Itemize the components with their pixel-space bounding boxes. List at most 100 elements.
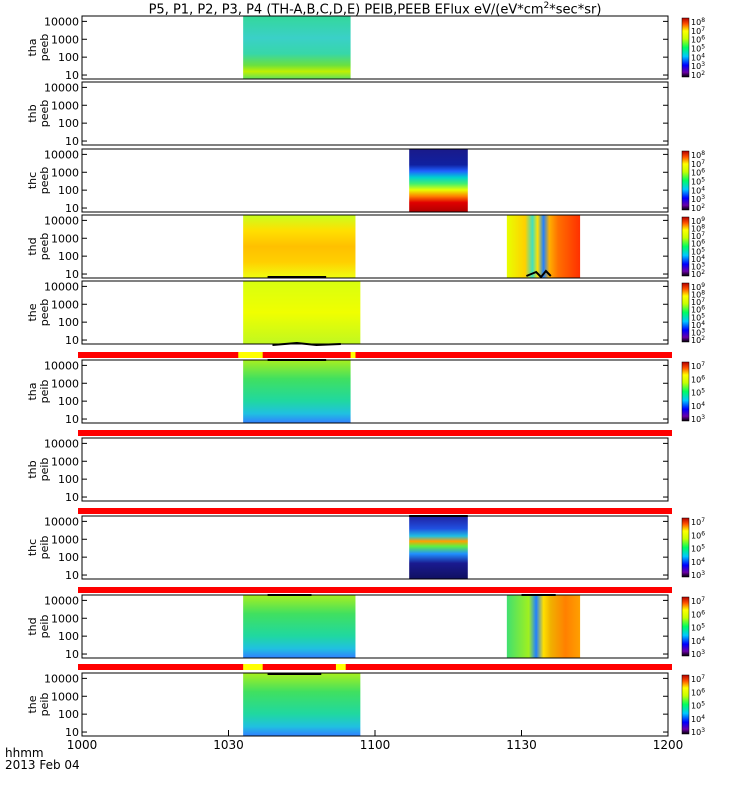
- ytick-label-thc_peeb-0: 10: [65, 202, 79, 215]
- spectrogram-block-thd_peeb-1: [506, 215, 581, 278]
- panel-frame-thb_peeb: [81, 81, 669, 146]
- colorbar-label-thd_peeb-4: 105: [691, 246, 705, 256]
- flag-bar-0: [78, 352, 672, 358]
- flag-bar-yellow-4-1: [335, 664, 346, 670]
- colorbar-label-thd_peib-1: 106: [691, 609, 705, 619]
- corner-label-date: 2013 Feb 04: [5, 758, 80, 772]
- colorbar-label-tha_peeb-0: 108: [691, 17, 705, 27]
- ylabel-thb_peeb-line1: thb: [26, 104, 39, 122]
- ytick-label-thb_peib-0: 10: [65, 491, 79, 504]
- ytick-label-thd_peeb-1: 100: [58, 250, 79, 263]
- colorbar-label-tha_peib-4: 103: [691, 414, 705, 424]
- ytick-label-thb_peeb-3: 10000: [44, 81, 79, 94]
- colorbar-label-thc_peib-0: 107: [691, 517, 705, 527]
- colorbar-label-the_peeb-6: 103: [691, 327, 705, 337]
- ytick-label-tha_peeb-0: 10: [65, 69, 79, 82]
- colorbar-label-thd_peib-3: 104: [691, 636, 705, 646]
- colorbar-thc_peib: [681, 517, 690, 578]
- title-tail: *sec*sr): [549, 2, 602, 18]
- xtick-label-1: 1030: [213, 738, 244, 752]
- panel-the_peib: 10 100 1000 10000 the peib 107 106 105 104 103: [26, 672, 705, 739]
- xtick-label-0: 1000: [67, 738, 98, 752]
- panel-thb_peib: 10 100 1000 10000 thb peib: [26, 437, 669, 504]
- ylabel-the_peib-line1: the: [26, 695, 39, 713]
- panel-frame-thc_peeb: [81, 148, 669, 213]
- panel-thc_peib: 10 100 1000 10000 thc peib 107 106 105 104 103: [26, 515, 705, 582]
- ylabel-tha_peeb-line2: peeb: [38, 34, 51, 62]
- colorbar-label-tha_peeb-5: 103: [691, 61, 705, 71]
- colorbar-label-thc_peeb-2: 106: [691, 168, 705, 178]
- ytick-label-tha_peib-1: 100: [58, 395, 79, 408]
- flag-bar-yellow-4-0: [243, 664, 263, 670]
- colorbar-label-the_peib-4: 103: [691, 727, 705, 737]
- ylabel-the_peeb-line1: the: [26, 303, 39, 321]
- colorbar-label-thc_peeb-6: 102: [691, 203, 705, 213]
- ytick-label-thd_peeb-0: 10: [65, 268, 79, 281]
- ytick-label-thc_peib-1: 100: [58, 551, 79, 564]
- ytick-label-tha_peeb-1: 100: [58, 51, 79, 64]
- ylabel-thd_peeb-line2: peeb: [38, 233, 51, 261]
- xtick-label-3: 1130: [506, 738, 537, 752]
- colorbar-label-the_peib-3: 104: [691, 714, 705, 724]
- colorbar-label-thc_peeb-1: 107: [691, 159, 705, 169]
- panel-frame-thc_peib: [81, 515, 669, 580]
- colorbar-label-the_peeb-3: 106: [691, 305, 705, 315]
- ylabel-thb_peib-line1: thb: [26, 460, 39, 478]
- ytick-label-the_peib-0: 10: [65, 726, 79, 739]
- flag-bar-red-2: [78, 508, 672, 514]
- panel-frame-tha_peib: [81, 359, 669, 424]
- ytick-label-the_peib-2: 1000: [51, 690, 79, 703]
- trace-the-peeb: [272, 341, 341, 347]
- ylabel-the_peeb-line2: peeb: [38, 299, 51, 327]
- ytick-label-tha_peib-2: 1000: [51, 377, 79, 390]
- ytick-label-tha_peib-0: 10: [65, 413, 79, 426]
- colorbar-label-tha_peeb-1: 107: [691, 26, 705, 36]
- colorbar-label-the_peeb-4: 105: [691, 312, 705, 322]
- ylabel-thc_peeb-line1: thc: [26, 172, 39, 189]
- colorbar-label-tha_peeb-6: 102: [691, 70, 705, 80]
- panel-frame-thd_peeb: [81, 214, 669, 279]
- ytick-label-thc_peib-2: 1000: [51, 533, 79, 546]
- ytick-label-thd_peib-1: 100: [58, 630, 79, 643]
- spectrogram-block-the_peeb-0: [243, 281, 361, 344]
- colorbar-label-thc_peib-3: 104: [691, 557, 705, 567]
- colorbar-label-thd_peeb-6: 103: [691, 261, 705, 271]
- ytick-label-thb_peib-3: 10000: [44, 437, 79, 450]
- ytick-label-thd_peib-0: 10: [65, 648, 79, 661]
- ylabel-tha_peib-line1: tha: [26, 382, 39, 400]
- panel-thd_peib: 10 100 1000 10000 thd peib 107 106 105 104 103: [26, 594, 705, 661]
- ytick-label-thc_peeb-1: 100: [58, 184, 79, 197]
- ytick-label-thc_peib-0: 10: [65, 569, 79, 582]
- flag-bar-red-1: [78, 430, 672, 436]
- flag-bar-yellow-0-1: [350, 352, 356, 358]
- corner-label-hhmm: hhmm: [5, 746, 44, 760]
- flag-bar-red-0: [78, 352, 672, 358]
- colorbar-label-the_peeb-5: 104: [691, 320, 705, 330]
- colorbar-the_peib: [681, 674, 690, 735]
- ytick-label-the_peib-3: 10000: [44, 672, 79, 685]
- flag-bar-red-4: [78, 664, 672, 670]
- ylabel-thb_peib-line2: peib: [38, 458, 51, 482]
- colorbar-label-thd_peib-0: 107: [691, 596, 705, 606]
- ylabel-the_peib-line2: peib: [38, 693, 51, 717]
- ytick-label-thd_peib-3: 10000: [44, 594, 79, 607]
- colorbar-thc_peeb: [681, 150, 690, 211]
- ytick-label-thc_peeb-3: 10000: [44, 148, 79, 161]
- ylabel-thd_peeb-line1: thd: [26, 237, 39, 255]
- colorbar-label-thd_peeb-0: 109: [691, 216, 705, 226]
- flag-bar-4: [78, 664, 672, 670]
- xtick-label-4: 1200: [653, 738, 684, 752]
- colorbar-the_peeb: [681, 282, 690, 343]
- trace-thd-peeb-2: [526, 269, 552, 279]
- panel-frame-thd_peib: [81, 594, 669, 659]
- colorbar-label-thc_peib-4: 103: [691, 570, 705, 580]
- colorbar-label-thc_peeb-5: 103: [691, 194, 705, 204]
- ytick-label-the_peib-1: 100: [58, 708, 79, 721]
- colorbar-label-tha_peeb-2: 106: [691, 35, 705, 45]
- title-main: P5, P1, P2, P3, P4 (TH-A,B,C,D,E) PEIB,P…: [148, 2, 544, 18]
- colorbar-label-the_peeb-0: 109: [691, 282, 705, 292]
- spectrogram-block-thc_peeb-0: [409, 149, 468, 212]
- flag-bar-red-3: [78, 587, 672, 593]
- colorbar-label-thc_peeb-4: 104: [691, 185, 705, 195]
